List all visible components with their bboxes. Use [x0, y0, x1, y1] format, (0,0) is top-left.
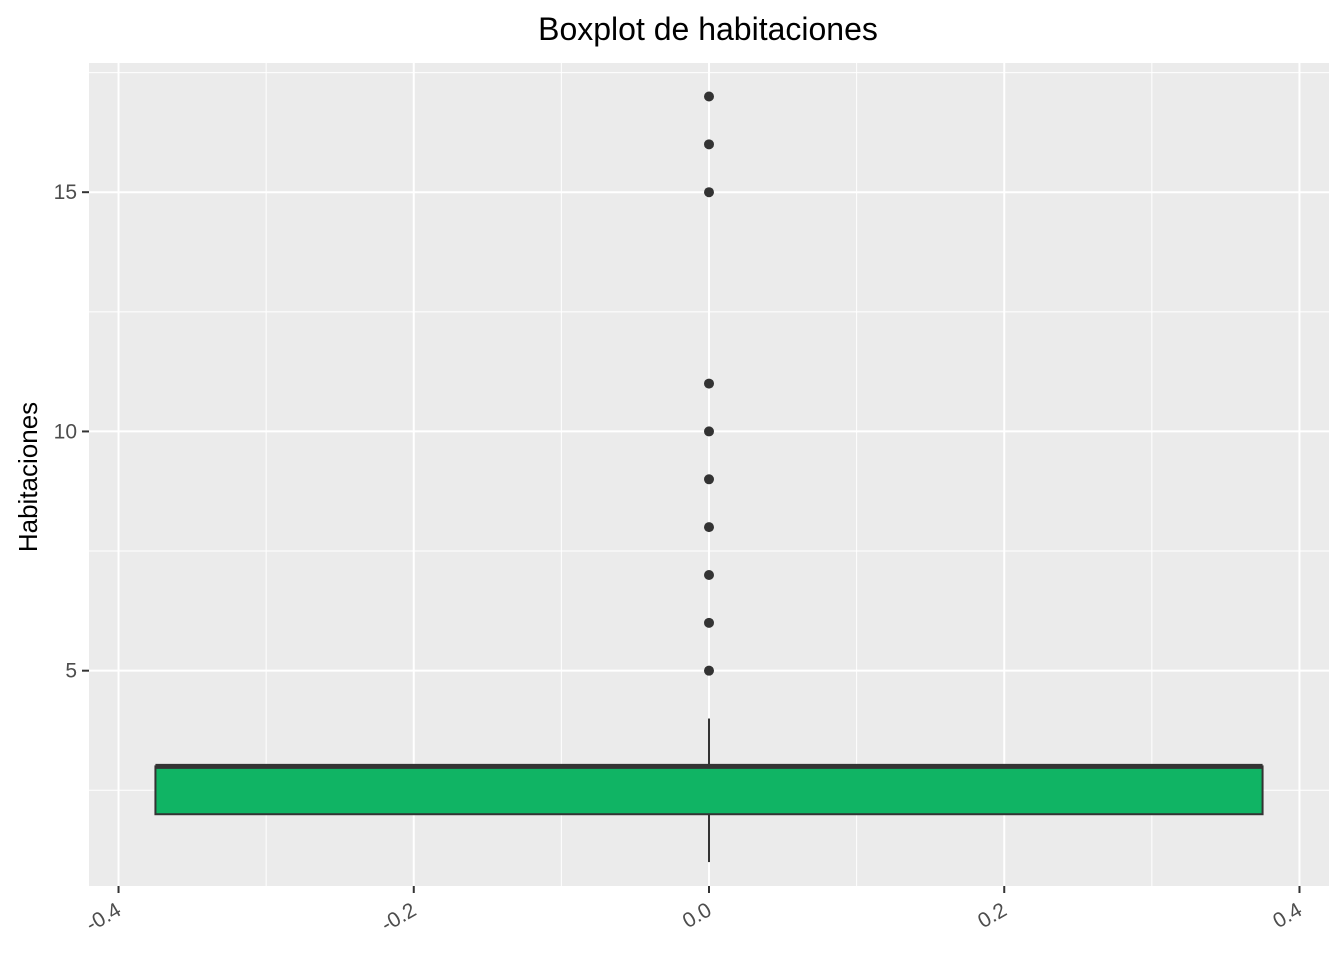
outlier-point: [704, 187, 714, 198]
x-tick-label: 0.2: [974, 898, 1011, 933]
y-tick-label: 15: [54, 181, 77, 204]
boxplot: [154, 718, 1264, 863]
outlier-point: [704, 91, 714, 102]
x-tick-label: -0.4: [82, 898, 125, 936]
outlier-point: [704, 139, 714, 150]
x-axis: -0.4 -0.2 0.0 0.2 0.4: [82, 886, 1306, 936]
outlier-points: [704, 91, 714, 676]
y-axis: 5 10 15: [54, 181, 89, 683]
iqr-box: [154, 765, 1264, 816]
y-tick-label: 5: [65, 660, 77, 683]
outlier-point: [704, 474, 714, 485]
x-tick-label: 0.0: [679, 898, 716, 933]
outlier-point: [704, 665, 714, 676]
x-tick-label: 0.4: [1269, 898, 1306, 933]
outlier-point: [704, 426, 714, 437]
y-tick-label: 10: [54, 420, 77, 443]
x-tick-label: -0.2: [377, 898, 420, 936]
outlier-point: [704, 569, 714, 580]
chart-title: Boxplot de habitaciones: [538, 11, 878, 47]
outlier-point: [704, 617, 714, 628]
y-axis-label: Habitaciones: [13, 402, 43, 552]
outlier-point: [704, 378, 714, 389]
outlier-point: [704, 522, 714, 533]
